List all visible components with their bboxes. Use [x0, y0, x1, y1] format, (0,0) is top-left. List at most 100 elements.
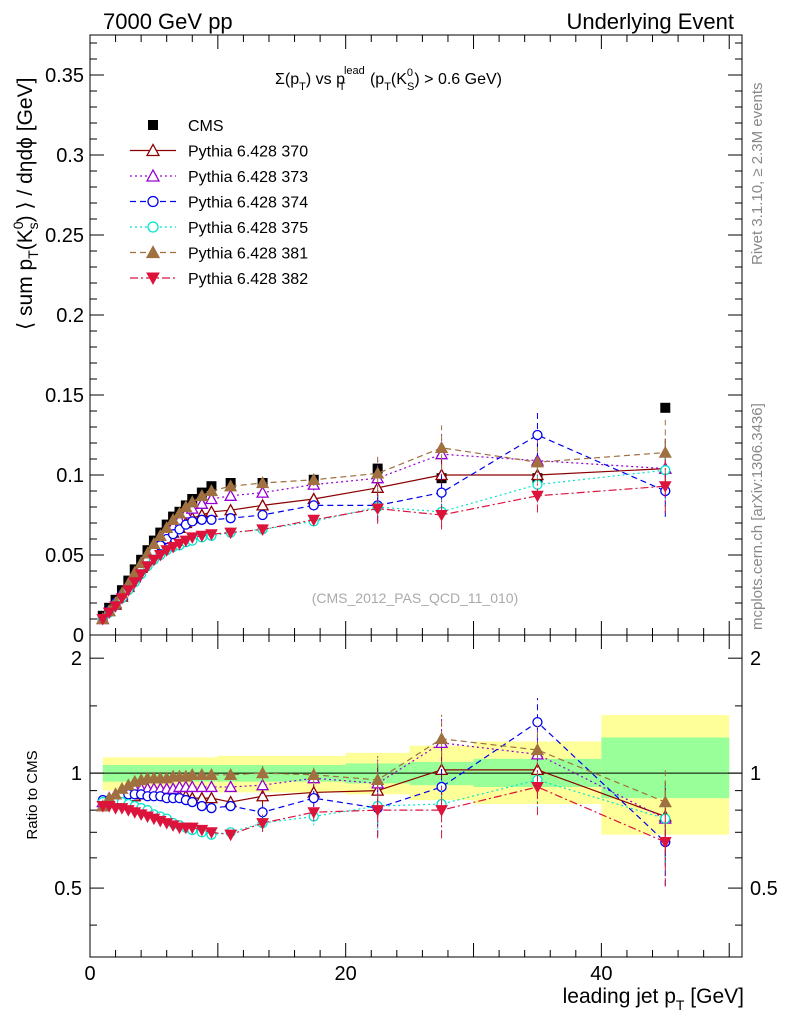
main-point-pythia-6-428-381	[255, 476, 270, 489]
ratio-point-pythia-6-428-382	[371, 805, 384, 817]
ratio-point-pythia-6-428-381	[530, 743, 545, 756]
ratio-point-pythia-6-428-382	[307, 807, 321, 819]
rivet-label: Rivet 3.1.10, ≥ 2.3M events	[749, 83, 766, 266]
main-point-pythia-6-428-374	[308, 500, 319, 511]
ratio-y-tick-label-right: 0.5	[750, 878, 778, 900]
ratio-panel-frame	[89, 634, 743, 958]
main-point-pythia-6-428-381	[172, 506, 187, 519]
main-point-pythia-6-428-381	[307, 472, 321, 485]
main-plot-title: Σ(pT) vs plead T (pT(K0 S) > 0.6 GeV)	[275, 65, 502, 93]
main-point-pythia-6-428-382	[96, 614, 110, 626]
x-tick-label: 20	[335, 963, 357, 985]
ratio-point-pythia-6-428-382	[435, 805, 448, 817]
main-point-pythia-6-428-381	[166, 512, 180, 525]
main-point-pythia-6-428-382	[173, 538, 186, 551]
main-point-pythia-6-428-381	[658, 445, 672, 458]
main-point-pythia-6-428-374	[436, 487, 447, 498]
main-point-pythia-6-428-381	[204, 484, 219, 497]
main-y-tick-label: 0.3	[56, 145, 84, 167]
legend-marker-pythia-6-428-374	[147, 195, 159, 208]
legend-label-cms: CMS	[188, 118, 224, 135]
ratio-point-pythia-6-428-381	[204, 767, 219, 780]
main-point-pythia-6-428-374	[225, 513, 236, 524]
ratio-point-pythia-6-428-374	[196, 800, 208, 812]
ratio-y-axis-label: Ratio to CMS	[24, 750, 41, 839]
ratio-point-pythia-6-428-382	[256, 818, 269, 830]
main-point-pythia-6-428-382	[153, 550, 167, 562]
ratio-point-pythia-6-428-382	[224, 829, 237, 842]
legend-label-pythia-6-428-375: Pythia 6.428 375	[188, 220, 308, 237]
ratio-point-pythia-6-428-382	[205, 827, 218, 839]
main-point-pythia-6-428-373	[255, 485, 270, 498]
main-point-pythia-6-428-382	[435, 510, 448, 522]
main-point-pythia-6-428-382	[195, 530, 209, 543]
main-point-pythia-6-428-381	[160, 520, 174, 533]
legend-label-pythia-6-428-370: Pythia 6.428 370	[188, 144, 308, 161]
main-point-pythia-6-428-381	[530, 455, 545, 468]
ratio-y-tick-label-left: 0.5	[54, 878, 82, 900]
main-point-pythia-6-428-373	[224, 488, 238, 501]
main-point-pythia-6-428-381	[185, 495, 199, 508]
ratio-point-pythia-6-428-373	[195, 780, 209, 793]
legend-marker-pythia-6-428-381	[145, 245, 161, 259]
ratio-point-pythia-6-428-370	[204, 791, 219, 804]
x-axis-label: leading jet pT [GeV]	[563, 985, 744, 1013]
legend-marker-pythia-6-428-370	[145, 143, 161, 157]
header-right-label: Underlying Event	[566, 9, 734, 34]
ratio-point-pythia-6-428-374	[532, 716, 543, 728]
main-point-pythia-6-428-374	[187, 516, 198, 527]
ratio-point-pythia-6-428-382	[531, 781, 544, 794]
main-point-pythia-6-428-382	[109, 601, 122, 613]
ratio-point-pythia-6-428-373	[255, 778, 270, 791]
main-y-tick-label: 0.25	[45, 225, 84, 247]
ratio-point-pythia-6-428-370	[255, 789, 270, 802]
ratio-point-pythia-6-428-382	[195, 824, 209, 837]
ratio-point-pythia-6-428-381	[224, 767, 238, 780]
main-y-tick-label: 0.1	[56, 465, 84, 487]
legend-marker-pythia-6-428-375	[147, 221, 159, 233]
ratio-y-tick-label-right: 2	[750, 648, 761, 670]
main-point-pythia-6-428-382	[224, 527, 237, 540]
ratio-point-pythia-6-428-381	[195, 767, 209, 780]
main-point-pythia-6-428-381	[224, 479, 238, 492]
legend: CMS Pythia 6.428 370 Pythia 6.428 373 Pythi…	[130, 118, 308, 288]
main-point-pythia-6-428-382	[371, 503, 384, 516]
main-point-pythia-6-428-382	[658, 481, 672, 493]
main-point-pythia-6-428-374	[206, 514, 217, 525]
ratio-point-pythia-6-428-374	[206, 802, 217, 814]
main-point-pythia-6-428-373	[204, 492, 219, 505]
main-point-pythia-6-428-373	[195, 496, 209, 509]
main-point-pythia-6-428-382	[160, 545, 174, 557]
analysis-watermark: (CMS_2012_PAS_QCD_11_010)	[312, 590, 519, 606]
ratio-point-pythia-6-428-373	[224, 780, 238, 793]
main-point-pythia-6-428-381	[153, 528, 167, 541]
ratio-point-pythia-6-428-381	[255, 766, 270, 779]
ratio-point-pythia-6-428-374	[308, 792, 319, 804]
legend-marker-pythia-6-428-373	[145, 168, 161, 182]
main-point-pythia-6-428-381	[371, 466, 385, 479]
main-point-pythia-6-428-382	[134, 569, 148, 581]
ratio-point-pythia-6-428-382	[185, 822, 199, 835]
main-point-pythia-6-428-382	[128, 577, 142, 589]
x-tick-label: 40	[590, 963, 612, 985]
main-y-tick-label: 0.05	[45, 545, 84, 567]
main-point-pythia-6-428-382	[185, 532, 199, 544]
main-point-pythia-6-428-382	[141, 561, 154, 573]
main-point-pythia-6-428-381	[195, 488, 209, 501]
main-point-pythia-6-428-374	[257, 509, 268, 521]
ratio-panel: 0.5 0.51 12 20 20 40	[54, 635, 778, 985]
ratio-point-pythia-6-428-373	[204, 780, 219, 793]
legend-label-pythia-6-428-381: Pythia 6.428 381	[188, 246, 308, 263]
ratio-y-tick-label-left: 1	[71, 763, 82, 785]
main-y-tick-label: 0	[73, 625, 84, 647]
ratio-point-pythia-6-428-373	[185, 780, 199, 793]
mcplots-label: mcplots.cern.ch [arXiv:1306.3436]	[749, 403, 766, 630]
main-point-pythia-6-428-382	[102, 607, 116, 620]
ratio-point-pythia-6-428-382	[658, 837, 672, 849]
main-panel: 0 0.05 0.1 0.15 0.2 0.25 0.3 0.35	[45, 35, 742, 647]
main-point-pythia-6-428-382	[205, 529, 218, 541]
legend-marker-cms	[148, 120, 158, 130]
ratio-point-pythia-6-428-381	[434, 731, 449, 744]
main-point-pythia-6-428-382	[122, 585, 135, 597]
